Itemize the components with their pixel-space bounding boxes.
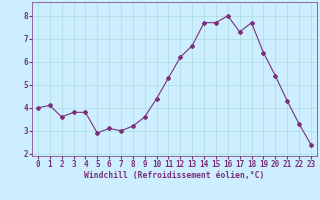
X-axis label: Windchill (Refroidissement éolien,°C): Windchill (Refroidissement éolien,°C) <box>84 171 265 180</box>
